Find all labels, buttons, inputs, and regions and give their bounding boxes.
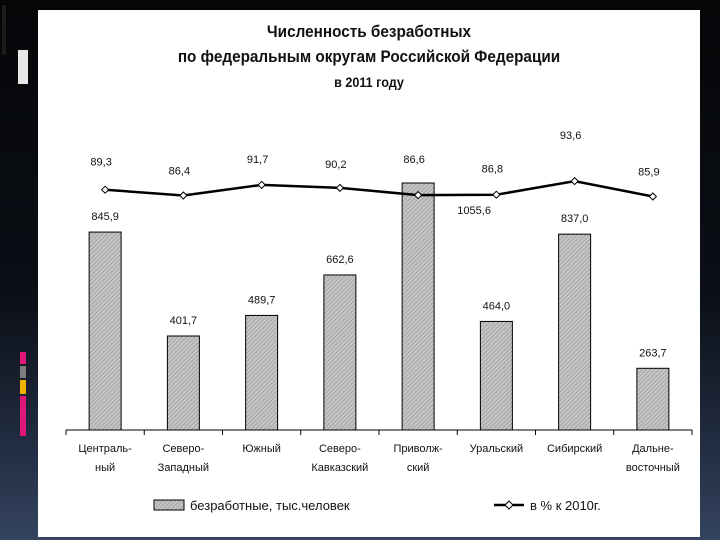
- x-tick-label: Кавказский: [311, 462, 368, 474]
- legend-line-marker: [504, 500, 514, 510]
- line-value-label: 90,2: [325, 159, 346, 171]
- line-point: [648, 192, 658, 201]
- deco-gray-bar: [20, 366, 26, 378]
- x-tick-label: Дальне-: [632, 443, 674, 455]
- bar-value-label: 662,6: [326, 254, 354, 266]
- legend-bar-swatch: [153, 499, 185, 511]
- bar: [88, 231, 122, 431]
- line-point: [100, 185, 110, 194]
- line-point: [257, 180, 266, 190]
- x-tick-label: восточный: [626, 462, 680, 474]
- bar-value-label: 837,0: [561, 213, 589, 225]
- chart-title-line-3: в 2011 году: [334, 74, 404, 90]
- bar-value-label: 1055,6: [457, 205, 491, 217]
- deco-pink-bar-1: [20, 352, 26, 364]
- legend-bar-label: безработные, тыс.человек: [190, 498, 350, 513]
- bar-value-label: 464,0: [483, 300, 511, 312]
- slide-left-decoration: [0, 0, 30, 540]
- deco-dark-bar: [2, 5, 6, 55]
- deco-pink-bar-2: [20, 396, 26, 436]
- bar: [401, 182, 435, 431]
- line-value-label: 85,9: [638, 167, 659, 179]
- bar-value-label: 263,7: [639, 347, 667, 359]
- bar: [323, 274, 357, 431]
- line-point: [179, 191, 188, 200]
- chart-area: 845,9 Централь-ный 401,7 Северо- Западный 489…: [65, 130, 693, 513]
- bar: [245, 314, 279, 431]
- x-tick-label: ный: [95, 462, 115, 474]
- x-tick-label: Уральский: [470, 443, 523, 455]
- line-value-label: 86,8: [482, 164, 503, 176]
- x-tick-label: Западный: [158, 462, 209, 474]
- line-point: [335, 183, 345, 193]
- x-tick-label: Приволж-: [394, 443, 444, 455]
- x-tick-label: Северо-: [319, 443, 361, 455]
- chart-title-line-1: Численность безработных: [266, 22, 472, 41]
- chart-title-line-2: по федеральным округам Российской Федера…: [177, 47, 561, 66]
- bar: [166, 335, 200, 431]
- x-tick-label: Южный: [242, 443, 281, 455]
- line-point: [570, 176, 579, 186]
- legend-line-label: в % к 2010г.: [530, 498, 601, 513]
- chart-slide: Численность безработных по федеральным о…: [38, 10, 700, 537]
- bar: [636, 367, 670, 431]
- line-point: [492, 190, 501, 199]
- bar-value-label: 401,7: [170, 315, 198, 327]
- x-tick-label: ский: [407, 462, 430, 474]
- line-value-label: 89,3: [90, 157, 111, 169]
- line-series: [105, 179, 654, 198]
- line-value-label: 86,6: [403, 154, 424, 166]
- bar: [558, 233, 592, 431]
- x-tick-label: Северо-: [162, 443, 204, 455]
- line-value-label: 86,4: [169, 166, 190, 178]
- line-point: [413, 190, 423, 200]
- deco-yellow-bar: [20, 380, 26, 394]
- line-value-label: 93,6: [560, 130, 581, 142]
- deco-white-bar: [18, 50, 28, 84]
- line-value-label: 91,7: [247, 154, 268, 166]
- bar-value-label: 845,9: [91, 211, 119, 223]
- bar: [479, 320, 513, 431]
- bar-value-label: 489,7: [248, 294, 276, 306]
- x-tick-label: Централь-: [78, 443, 132, 455]
- x-tick-label: Сибирский: [547, 443, 602, 455]
